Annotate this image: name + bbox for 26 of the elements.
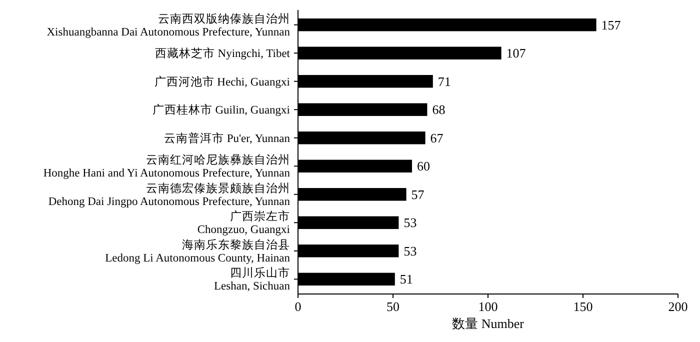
x-tick-label: 0 <box>294 299 302 314</box>
y-tick-label: 云南普洱市 Pu'er, Yunnan <box>164 130 290 145</box>
y-tick-label: 广西崇左市 Chongzuo, Guangxi <box>197 209 290 236</box>
data-label: 67 <box>430 130 444 146</box>
data-label: 51 <box>400 272 413 287</box>
x-axis-title: 数量 Number <box>452 316 525 331</box>
x-tick-label: 100 <box>478 299 498 314</box>
y-tick-label: 云南西双版纳傣族自治州 Xishuangbanna Dai Autonomous Prefecture, Yunnan <box>46 12 290 38</box>
data-label: 53 <box>404 243 417 258</box>
y-tick-label: 云南红河哈尼族彝族自治州 Honghe Hani and Yi Autonomous Prefecture, Yunnan <box>43 154 290 180</box>
x-tick-label: 200 <box>668 299 688 314</box>
y-tick-label: 云南德宏傣族景颇族自治州 Dehong Dai Jingpo Autonomous Prefecture, Yunnan <box>48 180 290 208</box>
y-tick-label: 海南乐东黎族自治县 Ledong Li Autonomous County, Hainan <box>105 237 290 264</box>
x-tick-label: 150 <box>573 299 593 314</box>
y-tick-label: 广西桂林市 Guilin, Guangxi <box>152 102 290 117</box>
data-label: 57 <box>411 186 425 202</box>
data-label: 68 <box>432 102 446 118</box>
y-tick-label: 四川乐山市 Leshan, Sichuan <box>214 266 290 293</box>
data-label: 60 <box>417 158 430 174</box>
y-tick-label: 广西河池市 Hechi, Guangxi <box>154 74 290 88</box>
data-label: 107 <box>506 46 526 61</box>
data-label: 71 <box>438 74 451 89</box>
data-label: 157 <box>601 17 622 32</box>
y-tick-label: 西藏林芝市 Nyingchi, Tibet <box>154 46 291 60</box>
x-tick-label: 50 <box>386 299 400 314</box>
data-label: 53 <box>404 215 417 230</box>
